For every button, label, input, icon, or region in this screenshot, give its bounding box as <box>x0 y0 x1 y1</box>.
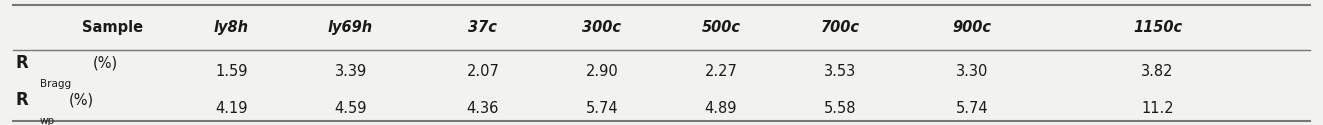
Text: 4.59: 4.59 <box>335 101 366 116</box>
Text: R: R <box>16 54 29 72</box>
Text: R: R <box>16 91 29 109</box>
Text: wp: wp <box>40 116 54 125</box>
Text: 11.2: 11.2 <box>1142 101 1174 116</box>
Text: ly8h: ly8h <box>214 20 249 35</box>
Text: 4.89: 4.89 <box>705 101 737 116</box>
Text: Sample: Sample <box>82 20 143 35</box>
Text: 900c: 900c <box>953 20 992 35</box>
Text: 4.36: 4.36 <box>467 101 499 116</box>
Text: 2.27: 2.27 <box>705 64 737 79</box>
Text: 3.53: 3.53 <box>824 64 856 79</box>
Text: 700c: 700c <box>820 20 860 35</box>
Text: 2.90: 2.90 <box>586 64 618 79</box>
Text: (%): (%) <box>93 55 118 70</box>
Text: 5.74: 5.74 <box>586 101 618 116</box>
Text: (%): (%) <box>69 92 94 108</box>
Text: 5.58: 5.58 <box>824 101 856 116</box>
Text: ly69h: ly69h <box>328 20 373 35</box>
Text: 4.19: 4.19 <box>216 101 247 116</box>
Text: 2.07: 2.07 <box>467 64 499 79</box>
Text: 3.30: 3.30 <box>957 64 988 79</box>
Text: 1150c: 1150c <box>1132 20 1183 35</box>
Text: Bragg: Bragg <box>40 79 71 89</box>
Text: 1.59: 1.59 <box>216 64 247 79</box>
Text: 3.82: 3.82 <box>1142 64 1174 79</box>
Text: 37c: 37c <box>468 20 497 35</box>
Text: 500c: 500c <box>701 20 741 35</box>
Text: 5.74: 5.74 <box>957 101 988 116</box>
Text: 3.39: 3.39 <box>335 64 366 79</box>
Text: 300c: 300c <box>582 20 622 35</box>
